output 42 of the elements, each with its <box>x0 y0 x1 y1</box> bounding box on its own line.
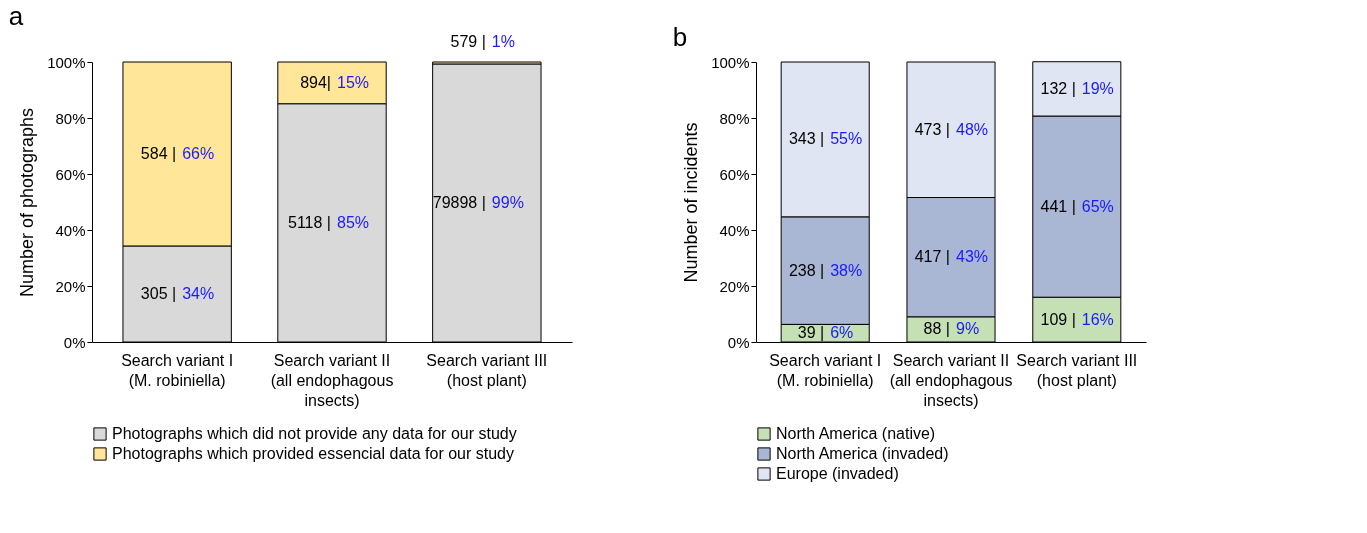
y-tick-label: 80% <box>719 109 750 127</box>
text: 5118 | 85% <box>287 213 370 231</box>
text: 417 | 43% <box>914 248 989 266</box>
y-tick-label: 60% <box>719 165 750 183</box>
x-tick-label: Search variant I (M. robiniella) <box>121 351 234 389</box>
y-tick-label: 20% <box>719 277 750 295</box>
text: 584 | 66% <box>140 144 215 162</box>
text: 441 | 65% <box>1040 197 1114 215</box>
y-tick-label: 0% <box>727 333 750 351</box>
y-tick-label: 40% <box>719 221 750 239</box>
text: 132 | 19% <box>1040 79 1114 97</box>
y-axis-title: Number of incidents <box>681 122 702 283</box>
legend-label: Photographs which provided essencial data for our study <box>112 445 515 462</box>
x-tick-label: Search variant II (all endophagous insects) <box>889 351 1013 409</box>
y-tick-label: 100% <box>47 53 86 71</box>
x-tick-label: Search variant I (M. robiniella) <box>769 351 882 389</box>
y-tick-label: 0% <box>63 333 86 351</box>
text: 88 | 9% <box>923 320 980 338</box>
text: 238 | 38% <box>788 261 863 279</box>
legend-label: Europe (invaded) <box>776 465 899 482</box>
legend-label: North America (native) <box>776 425 936 442</box>
text: 39 | 6% <box>797 324 854 342</box>
y-tick-label: 20% <box>55 277 86 295</box>
text: 894| 15% <box>300 73 370 91</box>
text: 109 | 16% <box>1040 310 1114 328</box>
text: 579 | 1% <box>450 33 515 51</box>
chart-title: a <box>8 1 24 32</box>
text: 473 | 48% <box>914 120 989 138</box>
chart-title: b <box>672 22 688 52</box>
y-tick-label: 80% <box>55 109 86 127</box>
x-tick-label: Search variant III (host plant) <box>426 351 548 389</box>
text: 343 | 55% <box>788 130 863 148</box>
text: 305 | 34% <box>140 284 215 302</box>
y-tick-label: 60% <box>55 165 86 183</box>
y-tick-label: 40% <box>55 221 86 239</box>
y-tick-label: 100% <box>711 53 750 71</box>
legend-label: North America (invaded) <box>776 445 949 462</box>
text: 79898 | 99% <box>432 193 524 211</box>
y-axis-title: Number of photographs <box>17 107 38 298</box>
x-tick-label: Search variant III (host plant) <box>1016 351 1138 389</box>
x-tick-label: Search variant II (all endophagous insects) <box>270 351 394 409</box>
legend-label: Photographs which did not provide any data for our study <box>112 425 517 442</box>
